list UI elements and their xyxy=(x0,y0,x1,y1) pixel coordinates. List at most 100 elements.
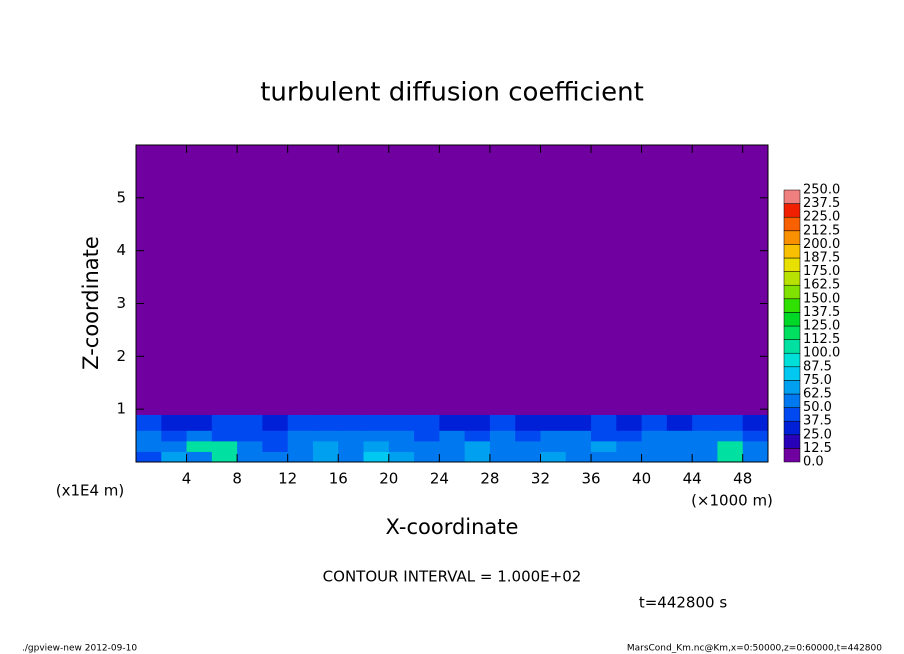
y-tick-label: 3 xyxy=(116,294,126,312)
field-cell xyxy=(666,145,693,415)
field-cell xyxy=(717,414,744,431)
colorbar-bin xyxy=(783,284,801,300)
field-cell xyxy=(161,145,188,415)
y-tick-label: 5 xyxy=(116,188,126,206)
colorbar-bin xyxy=(783,393,801,408)
field-cell xyxy=(540,145,567,415)
colorbar-bin xyxy=(783,298,801,313)
colorbar-bin xyxy=(783,366,801,381)
field-cell xyxy=(591,145,617,415)
field-cell xyxy=(742,414,769,431)
field-cell xyxy=(565,440,592,452)
colorbar-label: 100.0 xyxy=(803,346,840,361)
field-cell xyxy=(287,440,314,452)
field-cell xyxy=(489,414,516,431)
y-unit: (x1E4 m) xyxy=(56,482,125,500)
colorbar-bin xyxy=(783,257,801,272)
field-cell xyxy=(742,451,769,463)
field-cell xyxy=(666,430,693,442)
field-cell xyxy=(262,451,289,463)
colorbar-label: 200.0 xyxy=(803,237,840,252)
field-cell xyxy=(439,440,466,452)
field-cell xyxy=(464,430,491,442)
x-tick-label: 44 xyxy=(683,470,702,488)
field-cell xyxy=(338,451,365,463)
field-cell xyxy=(136,451,162,463)
field-cell xyxy=(161,440,188,452)
x-tick-label: 48 xyxy=(733,470,752,488)
field-cell xyxy=(464,414,491,431)
colorbar-label: 37.5 xyxy=(803,414,832,429)
field-cell xyxy=(742,440,769,452)
field-cell xyxy=(515,451,541,463)
colorbar-bin xyxy=(783,203,801,218)
colorbar-label: 125.0 xyxy=(803,319,840,334)
field-cell xyxy=(414,414,440,431)
field-cell xyxy=(515,414,541,431)
field-cell xyxy=(414,430,440,442)
field-cell xyxy=(237,451,263,463)
field-cell xyxy=(363,451,390,463)
field-cell xyxy=(717,440,744,452)
field-cell xyxy=(489,451,516,463)
field-cell xyxy=(237,430,263,442)
field-cell xyxy=(136,430,162,442)
colorbar-bin xyxy=(783,339,801,354)
field-cell xyxy=(136,440,162,452)
colorbar-label: 75.0 xyxy=(803,373,832,388)
x-tick-label: 12 xyxy=(278,470,297,488)
field-cell xyxy=(692,145,718,415)
field-cell xyxy=(717,145,744,415)
field-cell xyxy=(692,451,718,463)
footer-left: ./gpview-new 2012-09-10 xyxy=(22,644,137,654)
field-cell xyxy=(237,440,263,452)
field-cell xyxy=(439,414,466,431)
field-cell xyxy=(565,451,592,463)
colorbar-label: 175.0 xyxy=(803,264,840,279)
colorbar-bin xyxy=(783,380,801,395)
field-cell xyxy=(211,414,238,431)
field-cell xyxy=(641,430,668,442)
field-cell xyxy=(489,430,516,442)
colorbar-label: 237.5 xyxy=(803,196,840,211)
field-cell xyxy=(186,414,213,431)
field-cell xyxy=(186,430,213,442)
field-cell xyxy=(161,451,188,463)
field-cell xyxy=(312,145,339,415)
colorbar-bin xyxy=(783,230,801,245)
colorbar-label: 0.0 xyxy=(803,455,824,470)
field-cell xyxy=(211,430,238,442)
colorbar-label: 212.5 xyxy=(803,223,840,238)
field-cell xyxy=(262,414,289,431)
colorbar-label: 25.0 xyxy=(803,427,832,442)
field-cell xyxy=(616,414,643,431)
field-cell xyxy=(262,440,289,452)
field-cell xyxy=(464,145,491,415)
field-cell xyxy=(616,145,643,415)
field-cell xyxy=(388,414,415,431)
field-cell xyxy=(591,430,617,442)
x-tick-label: 24 xyxy=(430,470,449,488)
field-cell xyxy=(388,440,415,452)
colorbar-bin xyxy=(783,244,801,259)
field-cell xyxy=(489,145,516,415)
field-cell xyxy=(540,430,567,442)
x-tick-label: 40 xyxy=(632,470,651,488)
x-tick-label: 16 xyxy=(329,470,348,488)
colorbar-label: 137.5 xyxy=(803,305,840,320)
colorbar-bin xyxy=(783,352,801,368)
field-cell xyxy=(439,145,466,415)
field-cell xyxy=(666,440,693,452)
field-cell xyxy=(262,145,289,415)
field-cell xyxy=(287,145,314,415)
field-cell xyxy=(161,430,188,442)
field-cell xyxy=(161,414,188,431)
field-cell xyxy=(489,440,516,452)
field-cell xyxy=(186,440,213,452)
field-cell xyxy=(237,145,263,415)
field-cell xyxy=(641,451,668,463)
x-unit: (×1000 m) xyxy=(691,492,773,510)
field-cell xyxy=(439,430,466,442)
field-cell xyxy=(439,451,466,463)
colorbar-bin xyxy=(783,271,801,286)
